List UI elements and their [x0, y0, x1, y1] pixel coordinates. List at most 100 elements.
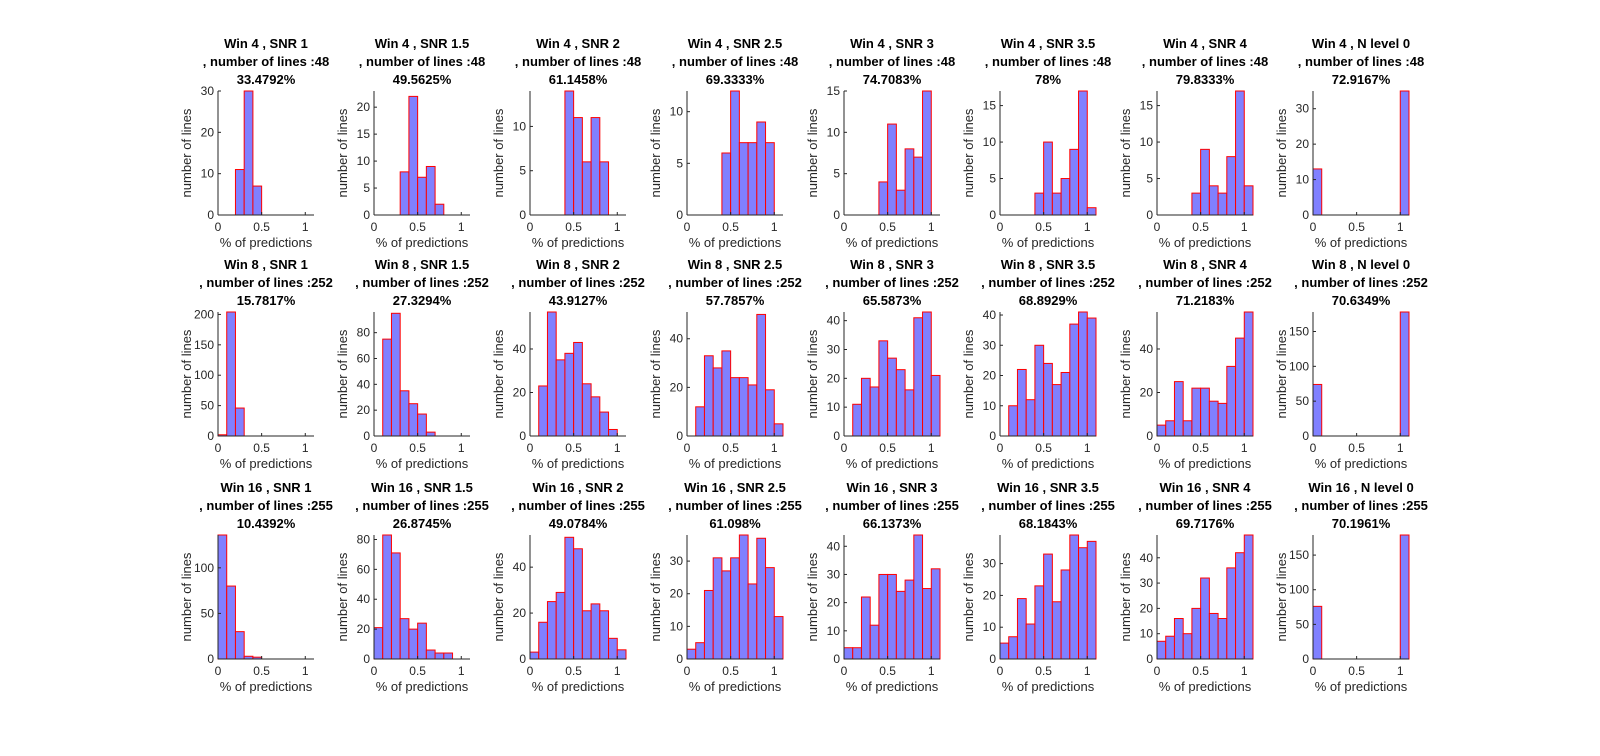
histogram-panel: Win 8 , SNR 1 , number of lines :252 15.78…	[179, 257, 333, 471]
y-tick-label: 80	[357, 326, 371, 340]
histogram-bar	[747, 384, 758, 437]
histogram-panel: Win 4 , SNR 1 , number of lines :48 33.479…	[179, 36, 329, 250]
x-tick-label: 1	[614, 441, 621, 455]
y-tick-label: 0	[676, 429, 683, 443]
x-tick-label: 1	[928, 664, 935, 678]
histogram-bar	[999, 642, 1010, 660]
y-tick-label: 20	[1140, 601, 1154, 615]
panel-title-line: , number of lines :48	[359, 54, 485, 69]
histogram-bar	[869, 624, 880, 660]
histogram-bar	[599, 161, 610, 216]
x-tick-label: 1	[928, 220, 935, 234]
x-axis-label: % of predictions	[376, 456, 469, 471]
histogram-bar	[1312, 168, 1323, 216]
x-tick-label: 1	[1397, 220, 1404, 234]
x-tick-label: 1	[614, 220, 621, 234]
y-tick-label: 0	[676, 652, 683, 666]
histogram-bar	[1043, 141, 1053, 216]
histogram-bar	[1182, 420, 1193, 437]
panel-title-line: , number of lines :48	[1142, 54, 1268, 69]
histogram-bar	[1208, 612, 1219, 660]
x-axis-label: % of predictions	[1002, 456, 1095, 471]
histogram-bar	[1016, 598, 1027, 660]
histogram-bar	[895, 590, 906, 660]
histogram-bar	[1069, 534, 1080, 660]
histogram-panel: Win 8 , SNR 2 , number of lines :252 43.91…	[491, 257, 645, 471]
histogram-bar	[217, 534, 228, 660]
y-tick-label: 0	[363, 208, 370, 222]
histogram-bar	[904, 148, 915, 216]
x-tick-label: 1	[302, 220, 309, 234]
histogram-bar	[922, 588, 932, 660]
histogram-bar	[1182, 633, 1193, 660]
y-tick-label: 100	[194, 368, 214, 382]
histogram-bar	[1043, 362, 1053, 437]
y-tick-label: 10	[357, 154, 371, 168]
panel-title-line: 33.4792%	[237, 72, 296, 87]
histogram-bar	[738, 377, 749, 437]
histogram-bar	[703, 355, 714, 437]
histogram-bar	[226, 311, 236, 437]
panel-title-line: , number of lines :48	[985, 54, 1111, 69]
y-axis-label: number of lines	[491, 108, 506, 197]
histogram-bar	[1165, 420, 1175, 437]
panel-title-line: Win 8 , SNR 1	[224, 257, 308, 272]
histogram-bar	[1243, 185, 1254, 216]
x-tick-label: 0	[997, 220, 1004, 234]
histogram-bar	[1191, 607, 1202, 660]
y-tick-label: 40	[1140, 551, 1154, 565]
histogram-bar	[860, 596, 871, 660]
histogram-bar	[930, 568, 941, 660]
panel-title-line: 79.8333%	[1176, 72, 1235, 87]
panel-title-line: 61.098%	[709, 516, 761, 531]
x-tick-label: 0.5	[1192, 220, 1209, 234]
histogram-panel: Win 4 , N level 0 , number of lines :48 72…	[1274, 36, 1424, 250]
panel-title-line: 43.9127%	[549, 293, 608, 308]
x-tick-label: 0.5	[409, 220, 426, 234]
histogram-bar	[1243, 311, 1254, 437]
histogram-bar	[1156, 424, 1167, 437]
x-tick-label: 1	[771, 441, 778, 455]
x-tick-label: 0.5	[253, 220, 270, 234]
y-axis-label: number of lines	[335, 108, 350, 197]
x-axis-label: % of predictions	[846, 679, 939, 694]
y-axis-label: number of lines	[805, 329, 820, 418]
x-axis-label: % of predictions	[846, 235, 939, 250]
histogram-panel: Win 16 , SNR 2.5 , number of lines :255 61…	[648, 480, 802, 694]
x-axis-label: % of predictions	[1002, 235, 1095, 250]
x-tick-label: 0	[1154, 441, 1161, 455]
histogram-bar	[904, 389, 915, 437]
histogram-bar	[913, 156, 924, 216]
panel-title-line: Win 16 , N level 0	[1308, 480, 1413, 495]
y-axis-label: number of lines	[805, 552, 820, 641]
histogram-bar	[555, 359, 566, 437]
panel-title-line: Win 8 , SNR 1.5	[375, 257, 470, 272]
x-axis-label: % of predictions	[220, 456, 313, 471]
y-tick-label: 30	[1296, 102, 1310, 116]
x-tick-label: 0	[1154, 220, 1161, 234]
y-axis-label: number of lines	[1274, 329, 1289, 418]
panel-title-line: Win 4 , SNR 3	[850, 36, 934, 51]
histogram-panel: Win 8 , SNR 4 , number of lines :252 71.21…	[1118, 257, 1272, 471]
x-tick-label: 1	[1241, 664, 1248, 678]
x-tick-label: 0.5	[253, 441, 270, 455]
y-tick-label: 20	[983, 369, 997, 383]
y-tick-label: 40	[357, 377, 371, 391]
panel-title-line: , number of lines :48	[672, 54, 798, 69]
x-tick-label: 0	[371, 220, 378, 234]
x-tick-label: 1	[302, 441, 309, 455]
x-tick-label: 0.5	[1348, 664, 1365, 678]
y-tick-label: 150	[1289, 325, 1309, 339]
x-axis-label: % of predictions	[1159, 456, 1252, 471]
histogram-bar	[721, 350, 732, 437]
histogram-bar	[234, 631, 245, 660]
histogram-bar	[712, 557, 723, 660]
x-tick-label: 1	[928, 441, 935, 455]
x-tick-label: 0.5	[1348, 441, 1365, 455]
y-tick-label: 10	[983, 620, 997, 634]
histogram-bar	[852, 647, 862, 660]
x-tick-label: 0	[1310, 220, 1317, 234]
panel-title-line: 61.1458%	[549, 72, 608, 87]
panel-title-line: , number of lines :255	[1294, 498, 1428, 513]
x-tick-label: 0.5	[879, 441, 896, 455]
